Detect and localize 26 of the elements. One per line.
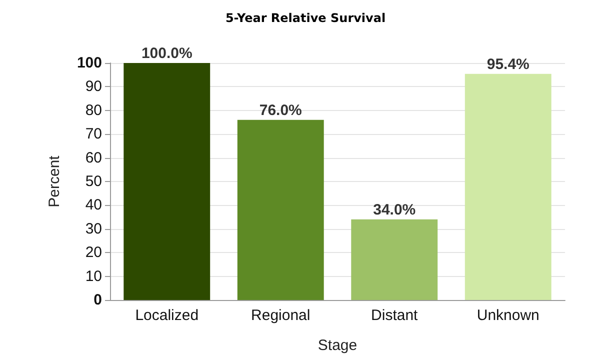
data-label: 100.0% <box>141 45 192 62</box>
y-tick-label: 60 <box>85 149 102 166</box>
chart-title: 5-Year Relative Survival <box>225 11 386 25</box>
y-tick-label: 30 <box>85 220 102 238</box>
y-axis-title: Percent <box>46 154 63 208</box>
y-tick-label: 40 <box>85 196 102 214</box>
y-tick-label: 80 <box>85 102 102 119</box>
bar <box>351 219 438 300</box>
y-tick-label: 70 <box>85 126 102 143</box>
bar <box>124 63 210 300</box>
bar <box>464 74 552 300</box>
bar <box>237 120 324 300</box>
data-label: 95.4% <box>486 56 530 73</box>
x-tick-label: Unknown <box>476 307 540 324</box>
data-label: 34.0% <box>373 201 416 218</box>
x-tick-label: Regional <box>251 307 310 324</box>
y-tick-label: 90 <box>85 78 102 96</box>
y-tick-label: 20 <box>85 244 102 262</box>
x-tick-label: Localized <box>135 307 199 324</box>
x-tick-label: Distant <box>371 307 419 324</box>
y-tick-label: 50 <box>85 173 102 190</box>
y-tick-label: 10 <box>85 268 102 285</box>
y-tick-label: 0 <box>94 292 102 308</box>
y-tick-label: 100 <box>76 54 102 72</box>
x-axis-title: Stage <box>318 337 358 354</box>
data-label: 76.0% <box>259 102 302 119</box>
